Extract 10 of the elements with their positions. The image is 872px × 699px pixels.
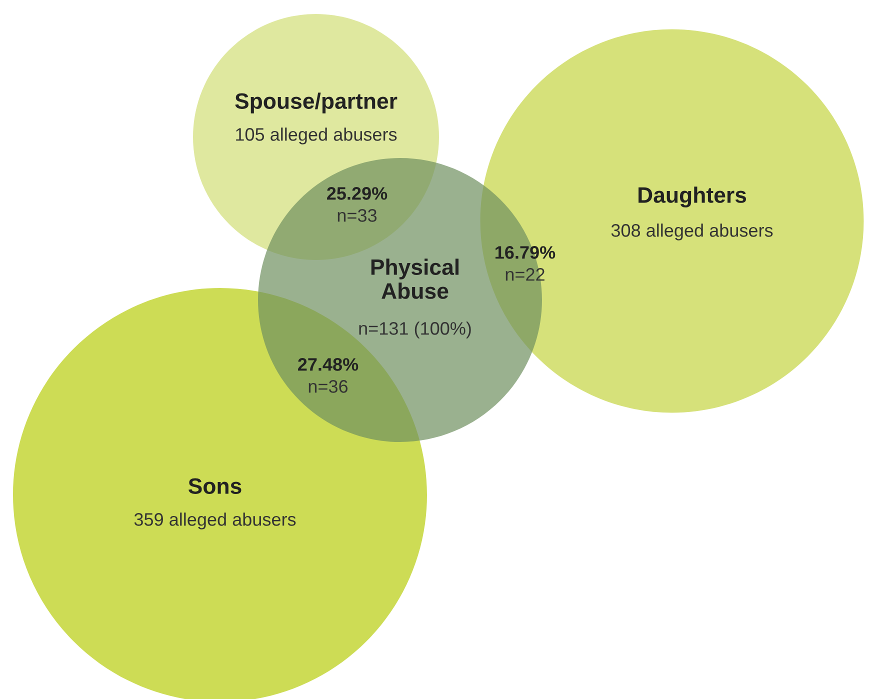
text: 25.29% n=33 [327,187,388,222]
category-label: Sons [188,478,242,494]
category-label: Daughters [638,186,746,208]
data-label: 359 alleged abusers [134,512,296,530]
data-label: 105 alleged abusers [236,128,397,144]
text: 27.48% n=36 [298,358,358,393]
data-label: 308 alleged abusers [611,224,773,240]
data-label: n=131 (100%) [359,322,471,338]
category-label: Physical Abuse [371,258,459,299]
category-label: Spouse/partner [235,92,398,114]
